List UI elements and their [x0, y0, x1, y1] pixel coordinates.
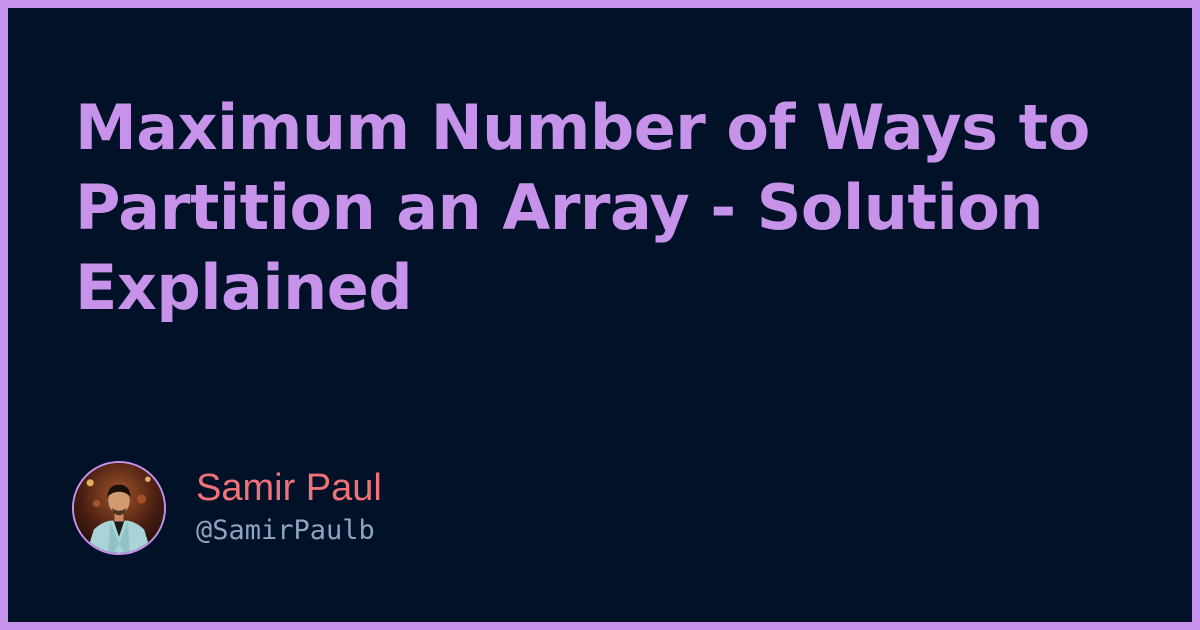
- avatar: [72, 461, 166, 555]
- author-handle: @SamirPaulb: [196, 515, 375, 546]
- author-block: Samir Paul @SamirPaulb: [72, 458, 382, 558]
- post-title: Maximum Number of Ways to Partition an A…: [75, 91, 1090, 324]
- avatar-photo: [74, 463, 164, 553]
- author-name: Samir Paul: [196, 467, 382, 509]
- author-info: Samir Paul @SamirPaulb: [196, 466, 382, 550]
